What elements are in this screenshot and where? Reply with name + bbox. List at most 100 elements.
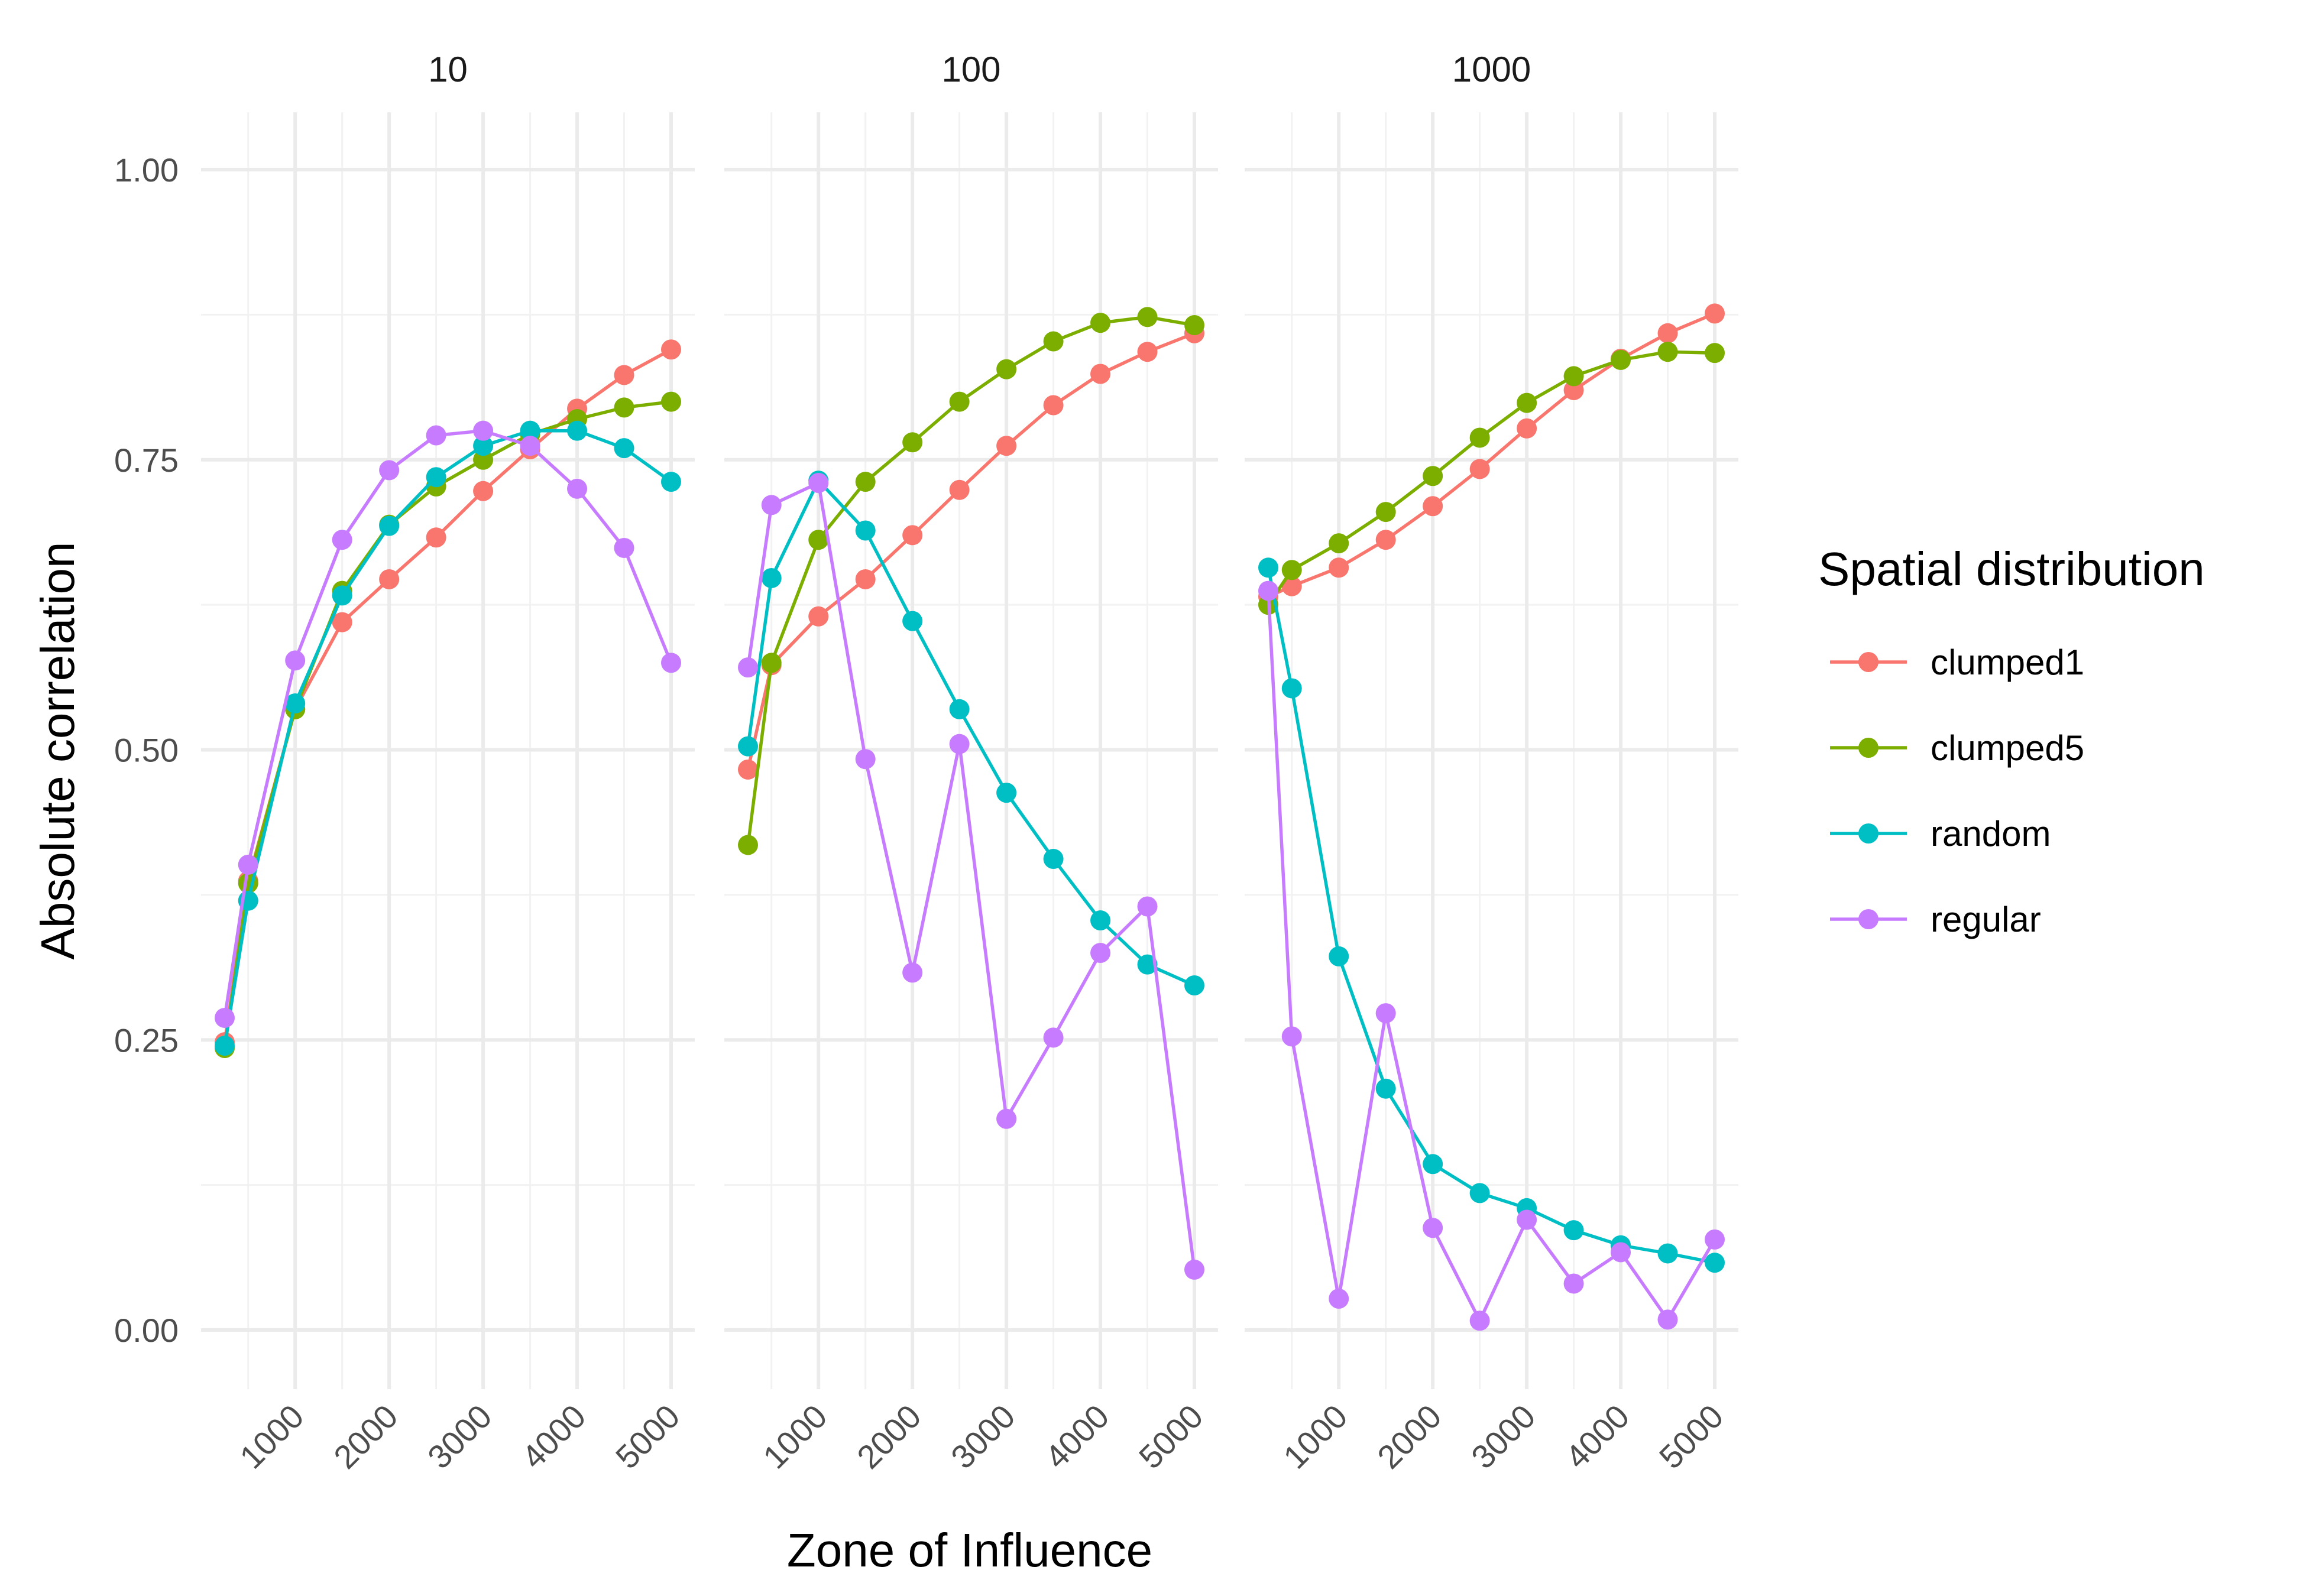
y-tick-label: 0.00 [114, 1312, 179, 1349]
y-axis: 0.00 0.25 0.50 0.75 1.00 [114, 151, 179, 1349]
data-point [614, 438, 634, 459]
grid [724, 112, 1218, 1389]
data-point [808, 473, 829, 494]
legend-item-clumped5: clumped5 [1830, 728, 2084, 768]
data-point [1043, 849, 1064, 870]
data-point [902, 962, 923, 983]
data-point [426, 527, 446, 548]
series-line-random [746, 479, 1196, 987]
data-point [1137, 307, 1158, 327]
data-point [332, 585, 352, 606]
data-point [1423, 466, 1443, 486]
panel-10: 10 1000 2000 3000 4000 5000 [201, 50, 695, 1476]
data-point [1563, 366, 1584, 387]
data-point [379, 569, 400, 589]
data-point [1184, 1259, 1204, 1280]
y-tick-label: 0.25 [114, 1021, 179, 1059]
x-tick-label: 3000 [1464, 1397, 1543, 1476]
data-point [902, 525, 923, 546]
data-point [1090, 943, 1111, 964]
series-clumped1 [1258, 303, 1725, 607]
legend-label: random [1931, 814, 2051, 854]
data-point [520, 420, 540, 441]
series-regular [215, 420, 681, 1028]
data-point [1329, 533, 1349, 554]
data-point [1517, 418, 1537, 439]
data-point [1281, 1026, 1302, 1047]
series-random [738, 471, 1204, 995]
y-tick-label: 0.50 [114, 732, 179, 769]
data-point [996, 359, 1017, 379]
series-random [215, 420, 681, 1056]
data-point [1090, 910, 1111, 931]
x-tick-label: 5000 [608, 1397, 687, 1476]
panel-100: 100 1000 2000 3000 4000 5000 [724, 50, 1218, 1476]
data-point [473, 420, 494, 441]
legend-key-point [1858, 738, 1879, 758]
data-point [1469, 1183, 1490, 1204]
data-point [661, 653, 681, 673]
data-point [1423, 1218, 1443, 1238]
data-point [1423, 496, 1443, 517]
x-tick-label: 1000 [1276, 1397, 1355, 1476]
data-point [332, 612, 352, 632]
x-tick-label: 1000 [232, 1397, 311, 1476]
data-point [949, 734, 970, 754]
x-tick-label: 1000 [756, 1397, 834, 1476]
series-clumped5 [215, 391, 681, 1058]
data-point [1329, 1288, 1349, 1309]
series-regular [738, 473, 1204, 1280]
series-regular [1258, 580, 1725, 1331]
data-point [285, 650, 306, 671]
data-point [1469, 459, 1490, 479]
data-point [738, 657, 758, 678]
x-tick-label: 2000 [1370, 1397, 1449, 1476]
data-point [1563, 379, 1584, 400]
data-point [661, 472, 681, 492]
x-tick-label: 5000 [1132, 1397, 1210, 1476]
data-point [761, 653, 782, 673]
data-point [1657, 1243, 1678, 1264]
data-point [1329, 557, 1349, 578]
data-point [738, 759, 758, 780]
data-point [1375, 502, 1396, 523]
data-point [1517, 1209, 1537, 1230]
data-point [473, 481, 494, 501]
panel-label: 10 [428, 50, 468, 89]
legend-title: Spatial distribution [1818, 543, 2205, 595]
series-clumped5 [1258, 342, 1725, 615]
series-clumped1 [215, 339, 681, 1053]
data-point [808, 530, 829, 550]
data-point [215, 1036, 235, 1056]
data-point [285, 693, 306, 713]
data-point [1137, 954, 1158, 975]
x-tick-label: 4000 [1038, 1397, 1116, 1476]
data-point [215, 1007, 235, 1028]
data-point [1705, 1229, 1725, 1250]
y-tick-label: 0.75 [114, 442, 179, 479]
data-point [1137, 896, 1158, 917]
data-point [567, 478, 588, 499]
series-clumped5 [738, 307, 1204, 855]
data-point [1469, 427, 1490, 448]
legend-label: regular [1931, 900, 2041, 939]
series-line-clumped5 [746, 315, 1195, 845]
data-point [1469, 1310, 1490, 1331]
data-point [332, 530, 352, 550]
data-point [1329, 946, 1349, 966]
data-point [661, 339, 681, 360]
legend-label: clumped5 [1931, 728, 2084, 768]
data-point [1563, 1220, 1584, 1241]
data-point [738, 835, 758, 855]
data-point [1705, 343, 1725, 364]
data-point [1281, 576, 1302, 596]
data-point [426, 467, 446, 488]
x-tick-label: 2000 [850, 1397, 928, 1476]
data-point [614, 397, 634, 418]
data-point [426, 425, 446, 446]
data-point [1090, 364, 1111, 384]
data-point [1090, 313, 1111, 333]
data-point [996, 783, 1017, 803]
data-point [902, 432, 923, 453]
